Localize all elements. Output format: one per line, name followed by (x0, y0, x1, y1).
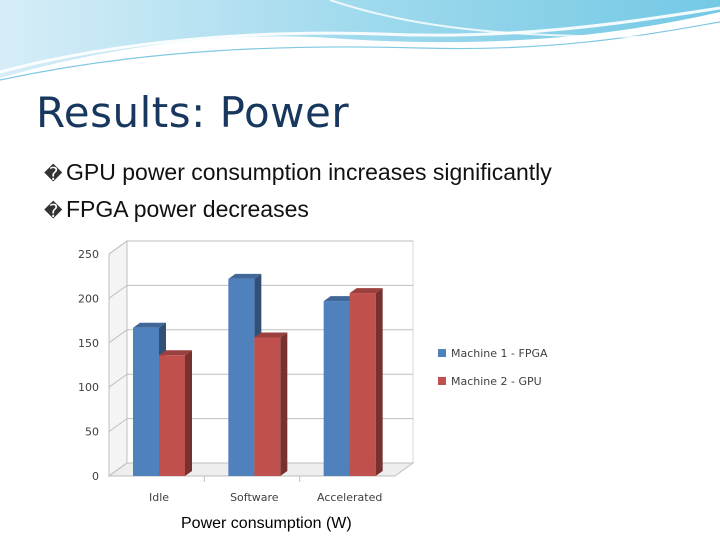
chart-caption: Power consumption (W) (181, 515, 352, 532)
bar-gpu (254, 337, 281, 476)
bar-fpga (323, 301, 350, 476)
bar-top (323, 296, 357, 302)
bullet-text: GPU power consumption increases signific… (66, 159, 552, 185)
legend-label: Machine 2 - GPU (451, 375, 542, 388)
bar-top (159, 350, 192, 356)
bar-top (228, 273, 262, 279)
chart-side-wall (108, 240, 128, 477)
gridline (108, 284, 413, 299)
x-tick-label: Software (230, 491, 279, 504)
legend-swatch (438, 377, 446, 385)
bullet-item: � GPU power consumption increases signifi… (44, 155, 552, 192)
y-tick-label: 0 (92, 470, 99, 483)
bar-fpga (133, 327, 159, 476)
legend-label: Machine 1 - FPGA (451, 347, 548, 360)
y-tick-label: 250 (78, 248, 99, 261)
gridline (108, 240, 413, 255)
bar-gpu (159, 355, 185, 476)
bar-top (133, 322, 166, 328)
bullet-glyph: � (44, 201, 63, 222)
gridline (108, 373, 413, 388)
y-tick-label: 150 (78, 337, 99, 350)
y-tick-label: 50 (85, 426, 99, 439)
bar-fpga (228, 278, 255, 476)
bullet-text: FPGA power decreases (66, 196, 309, 222)
y-tick-label: 100 (78, 381, 99, 394)
bullet-glyph: � (44, 164, 63, 185)
gridline (108, 329, 413, 344)
slide-title: Results: Power (36, 88, 350, 137)
bar-side (280, 332, 288, 476)
bar-side (375, 288, 383, 476)
bar-top (349, 288, 383, 294)
gridline (108, 418, 413, 433)
bullet-item: � FPGA power decreases (44, 192, 552, 229)
y-tick-label: 200 (78, 292, 99, 305)
bar-top (254, 332, 288, 338)
gridline (108, 462, 413, 477)
bar-gpu (349, 293, 376, 476)
x-tick-label: Accelerated (317, 491, 382, 504)
bullet-list: � GPU power consumption increases signifi… (44, 155, 552, 229)
header-wave-decoration (0, 0, 720, 81)
bar-side (185, 350, 192, 476)
power-bar-chart: 0 50 100 150 200 250 Idle Software Accelerated Ma… (65, 227, 563, 513)
x-tick-label: Idle (149, 491, 169, 504)
legend-swatch (438, 349, 446, 357)
